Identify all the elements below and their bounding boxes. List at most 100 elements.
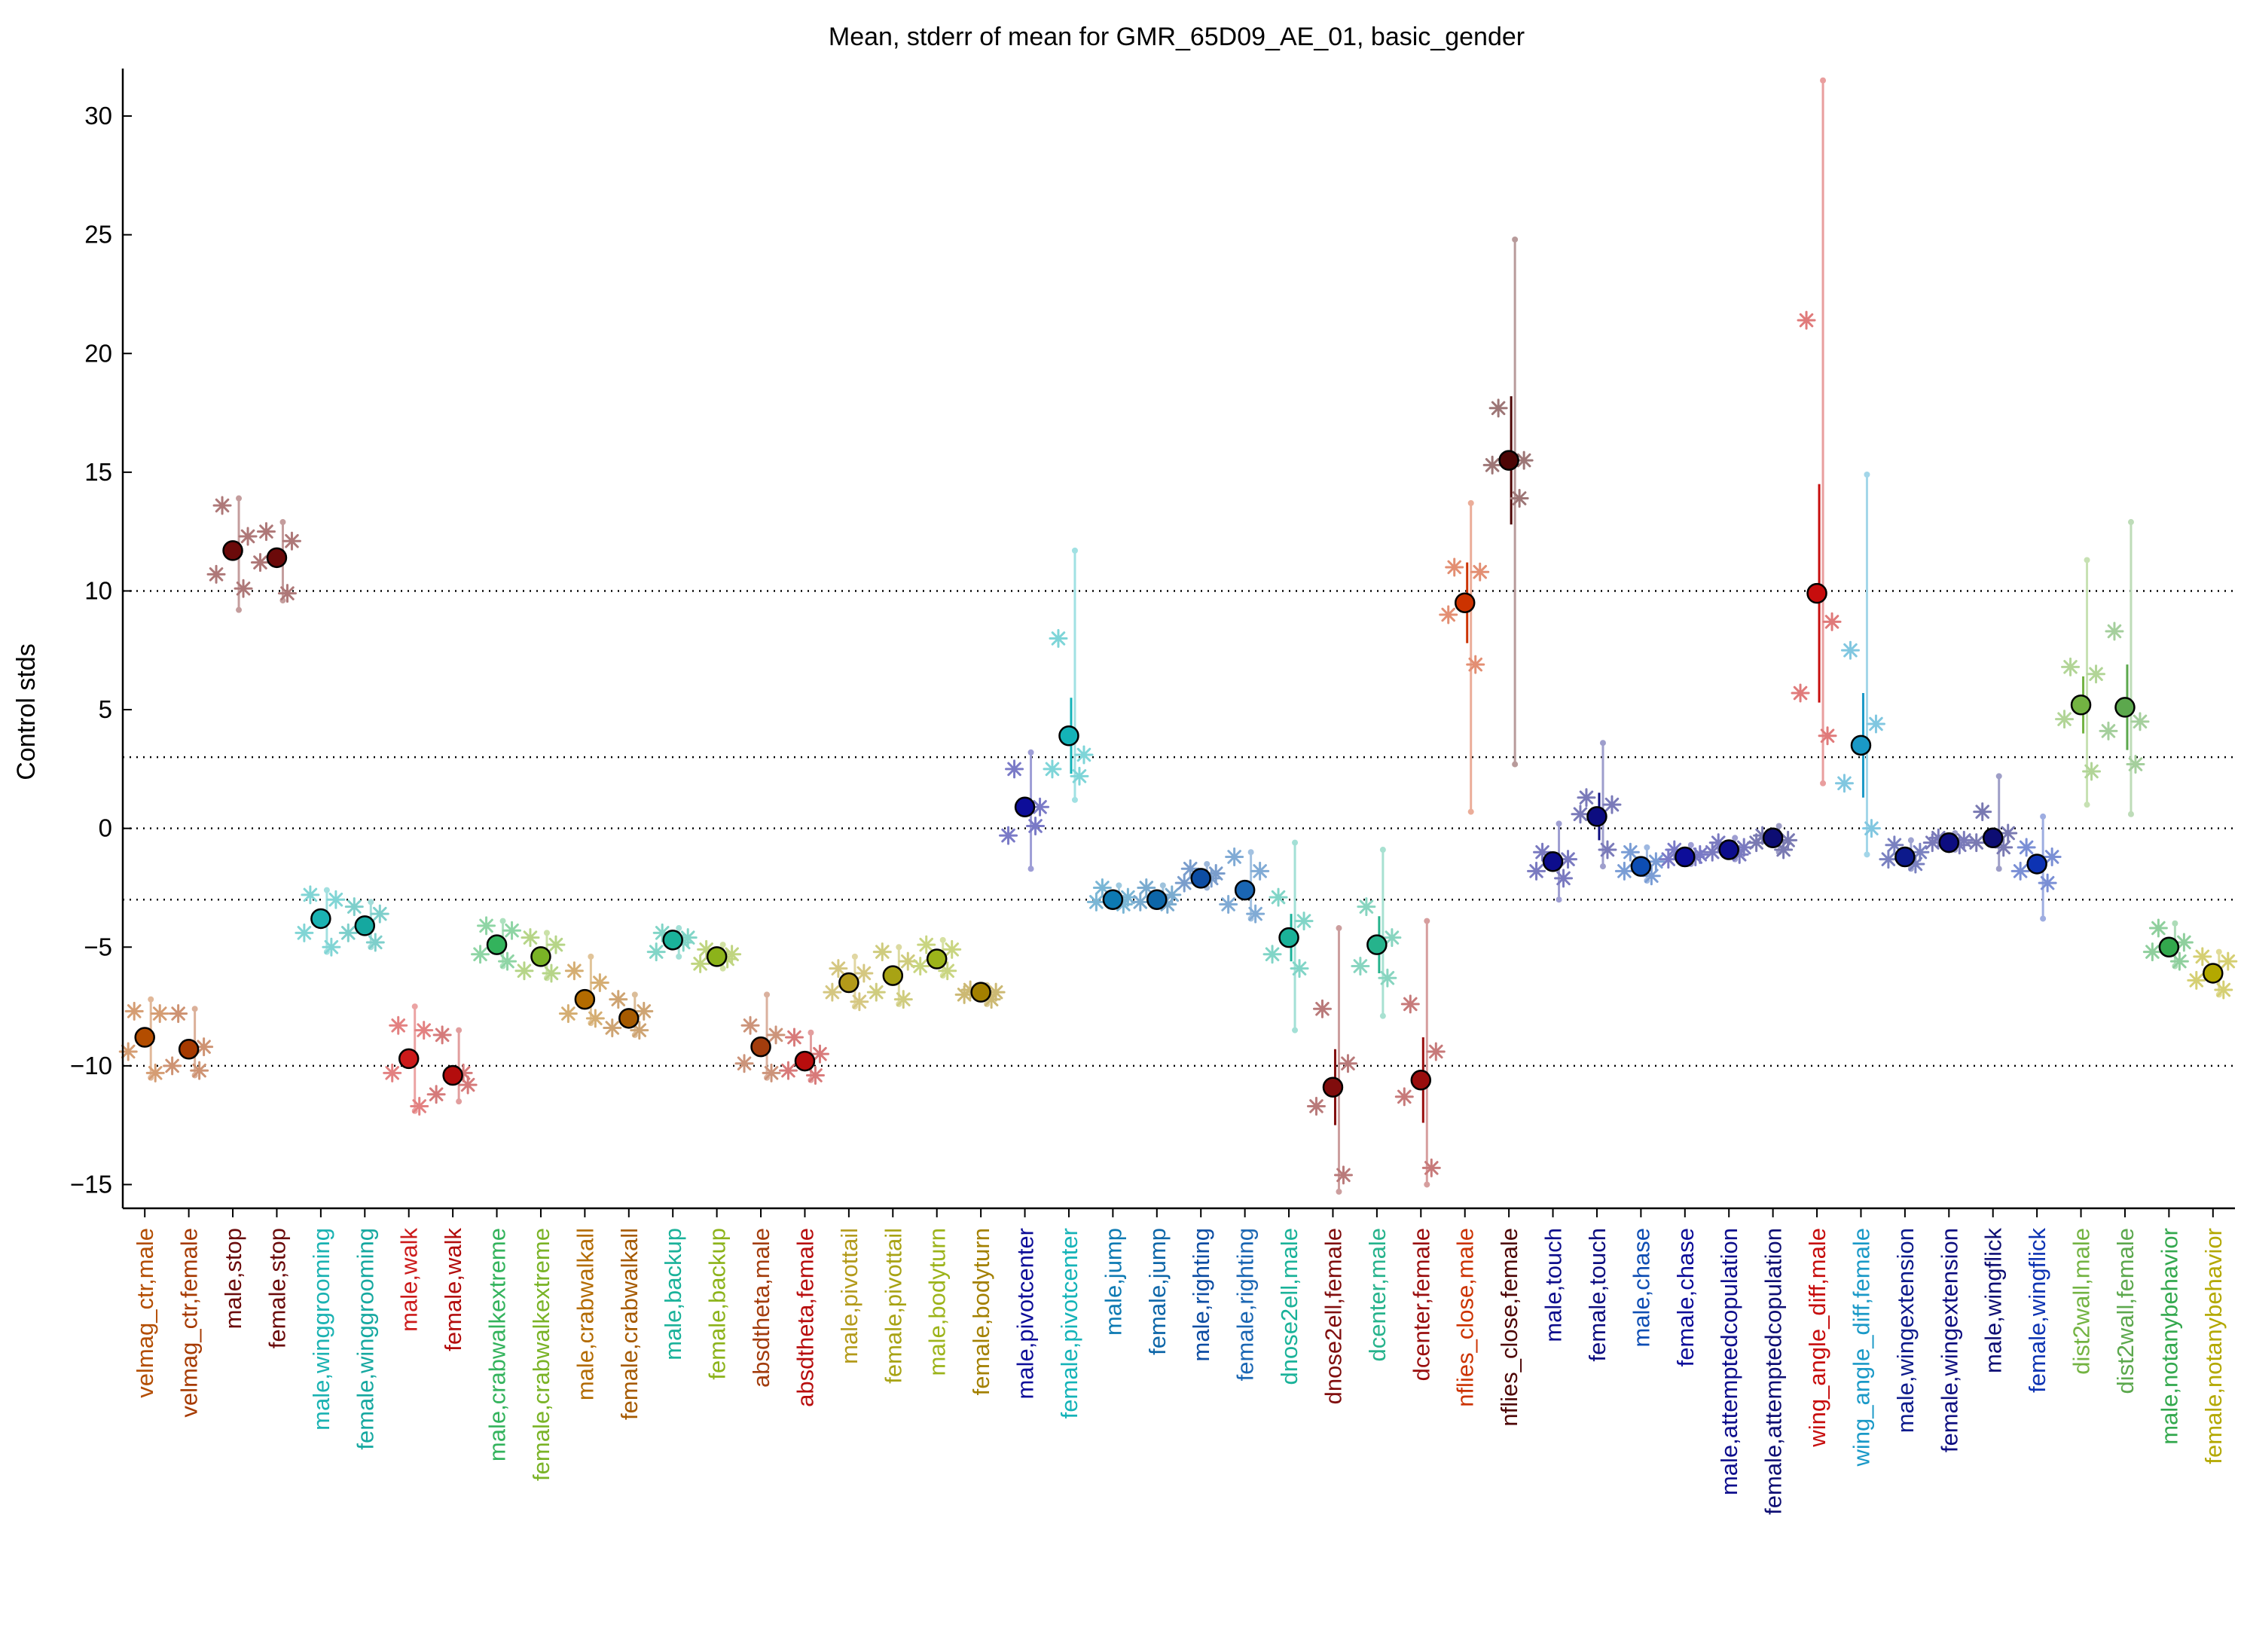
x-tick-label: male,crabwalkextreme — [484, 1228, 511, 1461]
replicate-marker — [212, 496, 232, 515]
replicate-marker — [2099, 721, 2118, 740]
x-tick-label: male,touch — [1540, 1228, 1567, 1342]
mean-marker — [1850, 734, 1872, 756]
replicate-marker — [256, 522, 276, 542]
range-end-dot — [1820, 77, 1827, 84]
replicate-marker — [502, 921, 522, 940]
range-end-dot — [939, 936, 946, 943]
y-tick-label: 30 — [84, 102, 112, 130]
x-tick-label: male,wingflick — [1980, 1228, 2007, 1373]
range-end-dot — [719, 942, 726, 948]
x-tick-label: male,backup — [660, 1228, 686, 1360]
replicate-marker — [2055, 710, 2075, 729]
replicate-marker — [893, 990, 913, 1009]
mean-marker — [1234, 879, 1256, 901]
range-end-dot — [2084, 802, 2090, 808]
range-end-dot — [2040, 813, 2047, 820]
replicate-marker — [410, 1096, 429, 1116]
range-end-dot — [1512, 761, 1519, 768]
replicate-marker — [1791, 683, 1810, 703]
range-end-dot — [2215, 948, 2222, 955]
replicate-marker — [2017, 838, 2036, 857]
mean-markers — [134, 450, 2224, 1098]
replicate-marker — [734, 1054, 754, 1073]
range-end-dot — [2172, 920, 2178, 927]
replicate-marker — [1382, 928, 1402, 948]
range-end-dot — [2040, 915, 2047, 922]
range-end-dot — [1116, 882, 1122, 889]
replicate-marker — [2174, 933, 2194, 952]
mean-marker — [266, 547, 288, 569]
replicate-marker — [564, 961, 584, 981]
replicate-marker — [250, 553, 270, 573]
mean-marker — [662, 930, 683, 951]
x-tick-label: female,backup — [704, 1228, 731, 1380]
error-bars — [234, 395, 2129, 1125]
range-end-dot — [148, 996, 154, 1003]
replicate-marker — [1747, 833, 1766, 853]
replicate-marker — [1086, 892, 1106, 912]
replicate-marker — [426, 1085, 446, 1104]
replicate-marker — [326, 890, 346, 909]
mean-marker — [398, 1048, 420, 1070]
replicate-marker — [389, 1015, 408, 1035]
x-tick-label: male,wingextension — [1892, 1228, 1919, 1433]
replicate-marker — [1351, 956, 1370, 976]
replicate-marker — [1131, 892, 1150, 912]
replicate-marker — [1702, 842, 1722, 862]
y-axis-label: Control stds — [12, 643, 41, 780]
mean-marker — [1366, 934, 1388, 955]
mean-marker — [1102, 889, 1124, 910]
replicate-marker — [1554, 869, 1574, 888]
replicate-marker — [1400, 994, 1420, 1014]
replicate-marker — [521, 928, 540, 948]
replicate-marker — [2042, 847, 2062, 866]
replicate-marker — [295, 923, 314, 942]
x-tick-label: dnose2ell,female — [1320, 1228, 1346, 1404]
replicate-marker — [1577, 788, 1596, 808]
x-tick-label: female,pivottail — [880, 1228, 906, 1384]
x-tick-label: dist2wall,female — [2112, 1228, 2139, 1394]
replicate-marker — [805, 1065, 825, 1085]
replicate-marker — [1174, 873, 1194, 893]
range-end-dot — [1467, 808, 1474, 815]
mean-marker — [2158, 936, 2180, 958]
mean-marker — [1278, 927, 1299, 948]
replicate-marker — [169, 1004, 188, 1024]
mean-marker — [1675, 846, 1696, 868]
range-end-dot — [1907, 837, 1914, 844]
replicate-marker — [866, 982, 886, 1002]
y-tick-label: −5 — [84, 933, 112, 960]
range-end-dot — [1379, 1012, 1386, 1019]
replicate-marker — [603, 1018, 622, 1037]
replicate-marker — [2105, 621, 2124, 641]
replicate-marker — [301, 885, 320, 905]
y-tick-label: −10 — [70, 1052, 112, 1079]
range-end-dot — [1379, 847, 1386, 853]
range-end-dot — [543, 930, 550, 936]
replicate-marker — [872, 942, 892, 962]
replicate-marker — [1026, 817, 1046, 836]
replicate-marker — [630, 1021, 649, 1040]
replicate-marker — [1338, 1054, 1357, 1073]
replicate-marker — [1333, 1165, 1353, 1185]
x-tick-label: dcenter,female — [1408, 1228, 1434, 1381]
mean-marker — [1762, 827, 1784, 849]
replicate-marker — [1614, 861, 1634, 881]
y-tick-label: 10 — [84, 576, 112, 604]
x-tick-label: female,pivotcenter — [1056, 1228, 1082, 1418]
range-end-dot — [2127, 811, 2134, 817]
replicate-marker — [344, 897, 364, 917]
replicate-marker — [338, 923, 358, 942]
range-end-dot — [499, 918, 506, 924]
replicate-marker — [1466, 655, 1485, 674]
replicate-marker — [1797, 310, 1816, 330]
range-end-dot — [1864, 851, 1870, 858]
range-end-dot — [191, 1006, 198, 1012]
replicate-marker — [740, 1015, 760, 1035]
range-end-dot — [2127, 519, 2134, 526]
replicate-marker — [282, 531, 301, 551]
replicate-marker — [1269, 887, 1288, 907]
range-end-dot — [1336, 1188, 1342, 1195]
replicate-marker — [850, 992, 869, 1012]
